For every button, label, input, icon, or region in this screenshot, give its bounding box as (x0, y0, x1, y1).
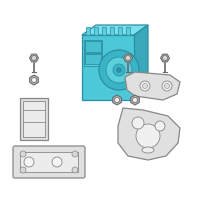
Polygon shape (113, 95, 121, 105)
Circle shape (132, 98, 138, 102)
Polygon shape (124, 54, 132, 62)
FancyBboxPatch shape (110, 27, 114, 35)
Circle shape (164, 84, 170, 88)
Circle shape (72, 151, 78, 157)
Polygon shape (134, 25, 148, 100)
FancyBboxPatch shape (102, 27, 106, 35)
Circle shape (142, 84, 148, 88)
Ellipse shape (142, 147, 154, 153)
FancyBboxPatch shape (94, 27, 98, 35)
Circle shape (114, 98, 120, 102)
Circle shape (132, 117, 144, 129)
Circle shape (162, 81, 172, 91)
FancyBboxPatch shape (126, 27, 130, 35)
Polygon shape (131, 95, 139, 105)
Circle shape (52, 157, 62, 167)
Polygon shape (118, 108, 180, 160)
Circle shape (32, 77, 36, 82)
Circle shape (136, 124, 160, 148)
FancyBboxPatch shape (20, 152, 78, 172)
FancyBboxPatch shape (85, 41, 101, 52)
Circle shape (24, 157, 34, 167)
FancyBboxPatch shape (118, 27, 122, 35)
Polygon shape (20, 98, 48, 140)
Circle shape (162, 55, 168, 60)
Circle shape (116, 68, 122, 72)
Circle shape (20, 167, 26, 173)
Circle shape (99, 50, 139, 90)
Polygon shape (82, 25, 148, 35)
Circle shape (32, 55, 36, 60)
Circle shape (113, 64, 125, 76)
Polygon shape (30, 75, 38, 85)
Polygon shape (125, 72, 180, 100)
Circle shape (106, 57, 132, 83)
Circle shape (72, 167, 78, 173)
FancyBboxPatch shape (84, 40, 102, 66)
Circle shape (155, 121, 165, 131)
Circle shape (140, 81, 150, 91)
FancyBboxPatch shape (13, 146, 85, 178)
Polygon shape (160, 54, 170, 62)
Polygon shape (30, 54, 38, 62)
Circle shape (20, 151, 26, 157)
FancyBboxPatch shape (86, 27, 90, 35)
FancyBboxPatch shape (82, 35, 134, 100)
FancyBboxPatch shape (23, 101, 45, 137)
Circle shape (126, 55, 130, 60)
FancyBboxPatch shape (85, 54, 101, 64)
